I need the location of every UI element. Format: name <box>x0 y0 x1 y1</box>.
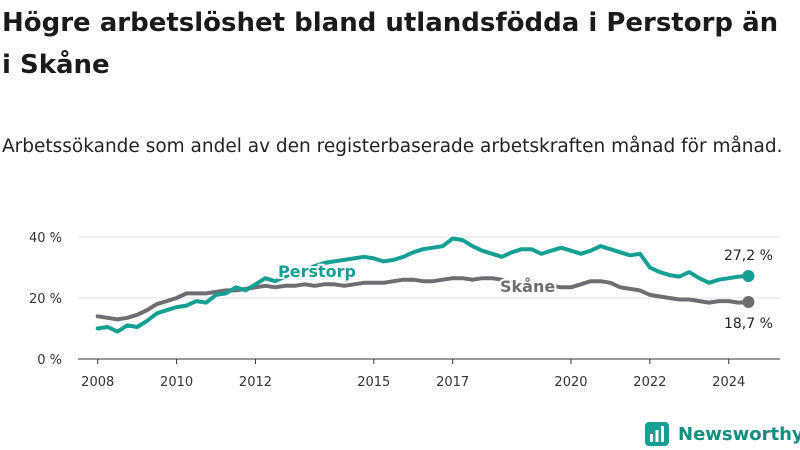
x-tick-label: 2012 <box>239 375 272 390</box>
end-value-label-perstorp: 27,2 % <box>724 248 773 264</box>
x-tick-label: 2017 <box>436 375 469 390</box>
series-line-perstorp <box>95 236 751 334</box>
x-tick-label: 2010 <box>160 375 193 390</box>
x-tick-label: 2008 <box>81 375 114 390</box>
line-chart: 0 % 20 % 40 % 2008 2010 2012 2015 2017 2020 2022 2… <box>29 231 780 390</box>
series-line-skane <box>95 276 751 322</box>
y-tick-label: 20 % <box>29 292 62 307</box>
chart-subtitle: Arbetssökande som andel av den registerb… <box>2 136 783 157</box>
brand-name: Newsworthy <box>678 423 800 445</box>
brand-logo: Newsworthy <box>644 419 800 449</box>
newsworthy-logo-icon <box>645 422 669 446</box>
y-tick-label: 40 % <box>29 231 62 246</box>
series-label-skane: Skåne <box>500 277 555 296</box>
x-tick-label: 2015 <box>357 375 390 390</box>
x-tick-label: 2020 <box>554 375 587 390</box>
end-point-skane <box>742 295 755 308</box>
y-tick-label: 0 % <box>37 353 62 368</box>
chart-title: Högre arbetslöshet bland utlandsfödda i … <box>2 8 779 80</box>
x-tick-label: 2022 <box>633 375 666 390</box>
end-value-label-skane: 18,7 % <box>724 316 773 332</box>
x-tick-label: 2024 <box>712 375 745 390</box>
end-point-perstorp <box>742 270 755 283</box>
series-label-perstorp: Perstorp <box>278 262 356 281</box>
